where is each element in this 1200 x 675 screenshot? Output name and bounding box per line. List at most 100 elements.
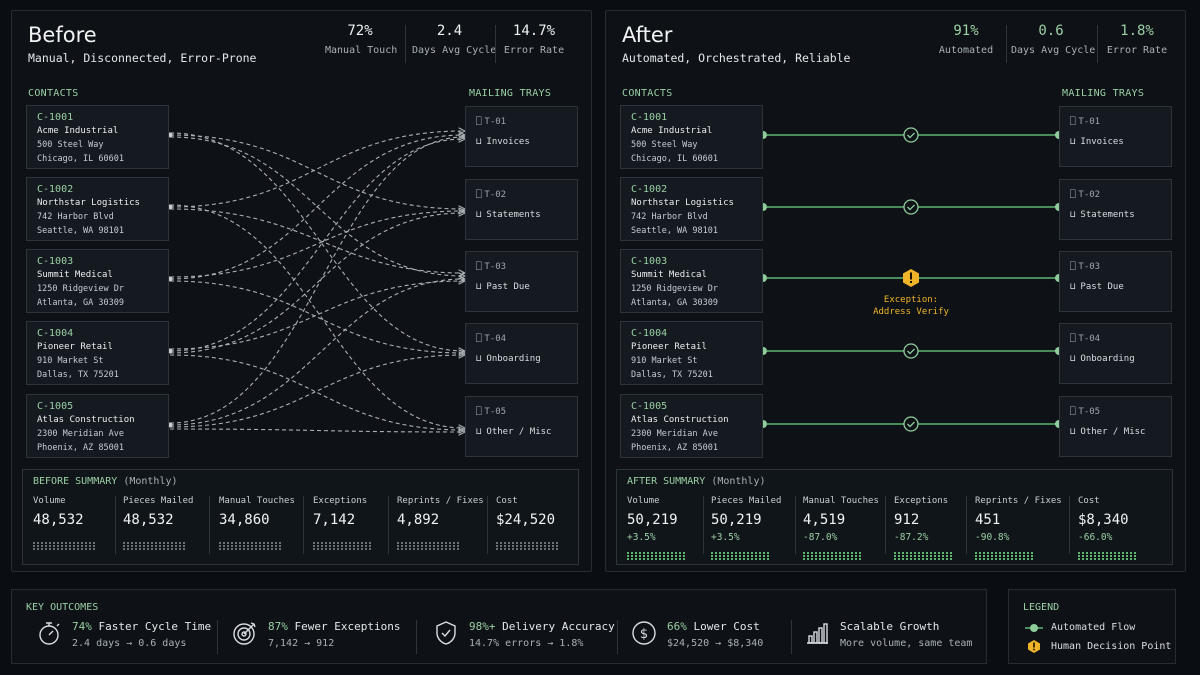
flow-c1005-t04 (169, 355, 464, 428)
after-tray[interactable]: ⎕ T-01 ⊔ Invoices (1059, 106, 1172, 167)
target-icon (233, 622, 256, 645)
tray-icon: ⎕ (1070, 190, 1076, 200)
flow-c1001-t04 (169, 132, 464, 351)
outcome-cycle-time: 74% Faster Cycle Time 2.4 days → 0.6 days (36, 620, 211, 649)
dollar-icon: $ (632, 621, 656, 645)
after-tray[interactable]: ⎕ T-05 ⊔ Other / Misc (1059, 396, 1172, 457)
before-contact-card[interactable]: C-1001 Acme Industrial 500 Steel Way Chicag… (26, 105, 169, 169)
tray-icon: ⊔ (476, 210, 482, 220)
after-contacts-label: CONTACTS (622, 88, 673, 99)
tray-icon: ⎕ (476, 407, 482, 417)
svg-text:$: $ (640, 627, 648, 642)
before-contact-card[interactable]: C-1003 Summit Medical 1250 Ridgeview Dr Atl… (26, 249, 169, 313)
tray-icon: ⊔ (1070, 354, 1076, 364)
after-summary-cost: Cost $8,340 -66.0% (1078, 496, 1129, 543)
tray-icon: ⊔ (1070, 427, 1076, 437)
before-title: Before (28, 23, 97, 47)
before-metric-cycle: 2.4 Days Avg Cycle (412, 23, 497, 56)
flow-c1004-t03 (169, 281, 464, 350)
after-contact-card[interactable]: C-1003 Summit Medical 1250 Ridgeview Dr Atl… (620, 249, 763, 313)
tray-icon: ⊔ (1070, 137, 1076, 147)
legend-automated-flow: Automated Flow (1025, 622, 1135, 633)
before-tray[interactable]: ⎕ T-02 ⊔ Statements (465, 179, 578, 240)
before-contact-card[interactable]: C-1004 Pioneer Retail 910 Market St Dallas,… (26, 321, 169, 385)
sparkbar (397, 542, 459, 551)
key-outcomes-panel: KEY OUTCOMES 74% Faster Cycle Time 2.4 da… (11, 589, 987, 664)
after-metric-error-rate: 1.8% Error Rate (1106, 23, 1168, 56)
exception-detail: Address Verify (873, 307, 949, 317)
legend-human-decision: Human Decision Point (1025, 639, 1171, 653)
flow-c1001-t02 (169, 134, 464, 209)
before-tray[interactable]: ⎕ T-01 ⊔ Invoices (465, 106, 578, 167)
before-tray[interactable]: ⎕ T-04 ⊔ Onboarding (465, 323, 578, 384)
sparkbar (496, 542, 558, 551)
before-summary-volume: Volume 48,532 (33, 496, 84, 528)
sparkbar (894, 552, 952, 561)
after-summary: AFTER SUMMARY (Monthly) Volume 50,219 +3.5… (616, 469, 1173, 565)
tray-icon: ⎕ (1070, 334, 1076, 344)
before-summary-cost: Cost $24,520 (496, 496, 556, 528)
after-summary-pieces: Pieces Mailed 50,219 +3.5% (711, 496, 782, 543)
sparkbar (627, 552, 685, 561)
flow-c1002-t03 (169, 208, 464, 273)
exception-label: Exception: (884, 295, 938, 305)
tray-icon: ⎕ (476, 262, 482, 272)
after-tray[interactable]: ⎕ T-03 ⊔ Past Due (1059, 251, 1172, 312)
after-summary-reprints: Reprints / Fixes 451 -90.8% (975, 496, 1062, 543)
before-flow-diagram (167, 11, 593, 471)
sparkbar (313, 542, 371, 551)
sparkbar (803, 552, 861, 561)
tray-icon: ⎕ (1070, 262, 1076, 272)
before-summary-pieces: Pieces Mailed 48,532 (123, 496, 194, 528)
key-outcomes-title: KEY OUTCOMES (26, 602, 99, 613)
after-tray[interactable]: ⎕ T-02 ⊔ Statements (1059, 179, 1172, 240)
before-contact-card[interactable]: C-1002 Northstar Logistics 742 Harbor Blvd… (26, 177, 169, 241)
outcome-scalable-growth: Scalable Growth More volume, same team (804, 620, 972, 649)
after-tray[interactable]: ⎕ T-04 ⊔ Onboarding (1059, 323, 1172, 384)
flow-c1002-t05 (169, 204, 464, 428)
sparkbar (975, 552, 1033, 561)
outcome-delivery-accuracy: 98%+ Delivery Accuracy 14.7% errors → 1.8… (433, 620, 615, 649)
before-metric-error-rate: 14.7% Error Rate (503, 23, 565, 56)
bar-growth-icon (807, 623, 828, 644)
before-tray[interactable]: ⎕ T-05 ⊔ Other / Misc (465, 396, 578, 457)
flow-c1004-t01 (169, 139, 464, 352)
after-subtitle: Automated, Orchestrated, Reliable (622, 51, 851, 65)
before-contacts-label: CONTACTS (28, 88, 79, 99)
tray-icon: ⎕ (476, 190, 482, 200)
check-icon (903, 343, 919, 359)
after-contact-card[interactable]: C-1001 Acme Industrial 500 Steel Way Chicag… (620, 105, 763, 169)
after-metric-cycle: 0.6 Days Avg Cycle (1011, 23, 1096, 56)
tray-icon: ⊔ (476, 137, 482, 147)
flow-c1003-t02 (169, 211, 464, 278)
sparkbar (711, 552, 769, 561)
outcome-lower-cost: $ 66% Lower Cost $24,520 → $8,340 (631, 620, 763, 649)
flow-c1005-t03 (169, 279, 464, 426)
legend-panel: LEGEND Automated Flow Human Decision Poi… (1008, 589, 1176, 664)
after-summary-exceptions: Exceptions 912 -87.2% (894, 496, 949, 543)
after-metric-automated: 91% Automated (938, 23, 994, 56)
before-summary-reprints: Reprints / Fixes 4,892 (397, 496, 484, 528)
after-contact-card[interactable]: C-1005 Atlas Construction 2300 Meridian Av… (620, 394, 763, 458)
sparkbar (1078, 552, 1136, 561)
tray-icon: ⎕ (476, 334, 482, 344)
before-summary-title: BEFORE SUMMARY (33, 476, 118, 487)
check-icon (903, 199, 919, 215)
after-summary-title: AFTER SUMMARY (627, 476, 706, 487)
before-contact-card[interactable]: C-1005 Atlas Construction 2300 Meridian Av… (26, 394, 169, 458)
flow-c1003-t01 (169, 135, 464, 280)
flow-c1005-t01 (169, 137, 464, 424)
stopwatch-icon (39, 622, 60, 645)
tray-icon: ⊔ (1070, 282, 1076, 292)
before-tray[interactable]: ⎕ T-03 ⊔ Past Due (465, 251, 578, 312)
warning-icon (1028, 640, 1040, 653)
shield-check-icon (436, 621, 456, 645)
tray-icon: ⎕ (1070, 407, 1076, 417)
after-contact-card[interactable]: C-1004 Pioneer Retail 910 Market St Dallas,… (620, 321, 763, 385)
after-contact-card[interactable]: C-1002 Northstar Logistics 742 Harbor Blvd… (620, 177, 763, 241)
before-summary: BEFORE SUMMARY (Monthly) Volume 48,532 Pi… (22, 469, 579, 565)
tray-icon: ⊔ (476, 282, 482, 292)
tray-icon: ⊔ (476, 427, 482, 437)
flow-c1002-t01 (169, 131, 464, 208)
before-summary-exceptions: Exceptions 7,142 (313, 496, 368, 528)
